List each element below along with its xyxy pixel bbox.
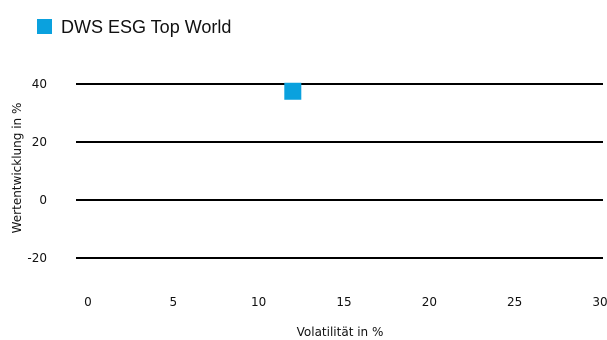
x-tick-label: 10	[251, 295, 266, 309]
y-tick-label: 20	[32, 135, 47, 149]
x-axis-label: Volatilität in %	[297, 325, 384, 339]
x-tick-label: 5	[170, 295, 178, 309]
y-tick-label: 0	[39, 193, 47, 207]
x-tick-label: 0	[84, 295, 92, 309]
legend-label: DWS ESG Top World	[61, 17, 231, 37]
x-tick-label: 20	[422, 295, 437, 309]
x-tick-label: 30	[592, 295, 607, 309]
x-tick-label: 25	[507, 295, 522, 309]
y-axis-label: Wertentwicklung in %	[10, 103, 24, 234]
x-axis-ticks: 0 5 10 15 20 25 30	[84, 295, 607, 309]
y-axis-ticks: -20 0 20 40	[27, 77, 47, 265]
data-points	[284, 82, 302, 100]
legend: DWS ESG Top World	[37, 17, 231, 37]
y-tick-label: 40	[32, 77, 47, 91]
data-point-0-0	[284, 82, 302, 100]
legend-swatch	[37, 19, 52, 34]
gridlines	[76, 83, 603, 259]
y-tick-label: -20	[27, 251, 47, 265]
x-tick-label: 15	[336, 295, 351, 309]
